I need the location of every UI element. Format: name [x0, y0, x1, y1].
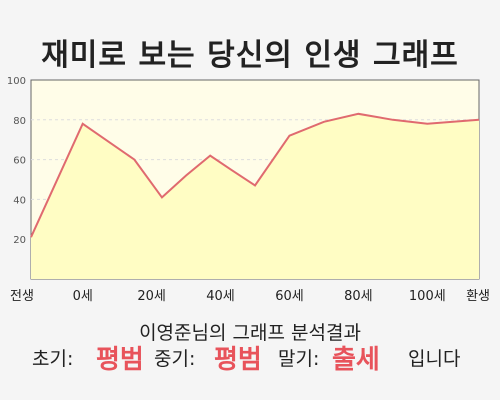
x-tick-label: 80세 [344, 289, 373, 304]
life-graph-chart: 20 40 60 80 100 전생 0세 20세 40세 60세 80세 100세 환생 [7, 76, 490, 304]
results-ending: 입니다 [408, 348, 461, 370]
y-axis-ticks: 20 40 60 80 100 [7, 76, 26, 246]
late-value: 출세 [332, 345, 380, 375]
series-line [30, 112, 480, 238]
x-tick-label: 환생 [466, 289, 490, 304]
x-tick-label: 20세 [137, 289, 166, 304]
x-tick-label: 전생 [10, 289, 34, 304]
x-axis-ticks: 전생 0세 20세 40세 60세 80세 100세 환생 [10, 289, 490, 304]
x-tick-label: 100세 [409, 289, 446, 304]
y-tick-label: 60 [13, 156, 26, 167]
late-label: 말기: [278, 348, 320, 370]
mid-label: 중기: [154, 348, 196, 370]
y-tick-label: 100 [7, 76, 26, 87]
y-tick-label: 80 [13, 116, 26, 127]
analysis-summary: 이영준님의 그래프 분석결과 [139, 322, 361, 344]
early-value: 평범 [96, 345, 144, 375]
mid-value: 평범 [214, 345, 262, 375]
y-tick-label: 20 [13, 235, 26, 246]
area-fill [31, 113, 479, 279]
x-tick-label: 0세 [73, 289, 93, 304]
chart-title: 재미로 보는 당신의 인생 그래프 [41, 38, 459, 73]
x-tick-label: 60세 [275, 289, 304, 304]
early-label: 초기: [32, 348, 74, 370]
y-tick-label: 40 [13, 195, 26, 206]
x-tick-label: 40세 [206, 289, 235, 304]
